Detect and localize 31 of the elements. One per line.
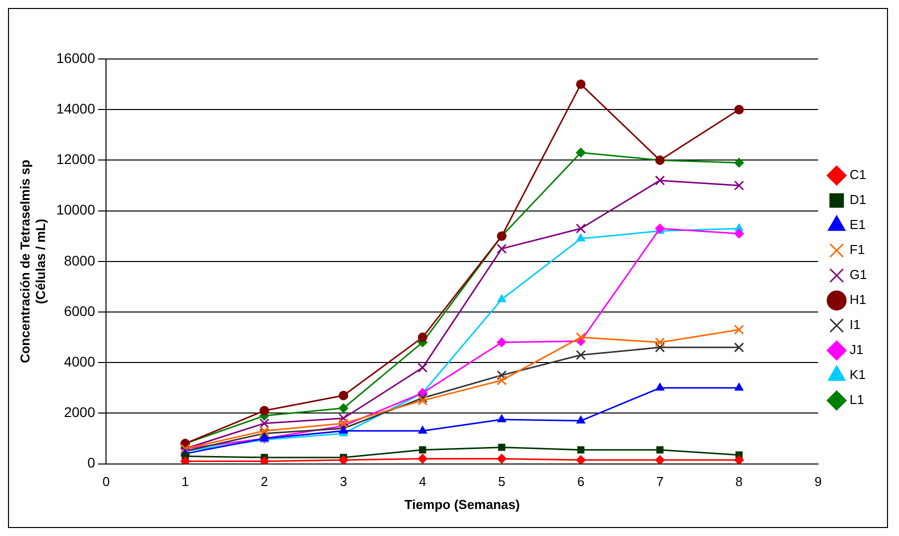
legend-label: L1	[850, 392, 864, 408]
y-tick-label: 4000	[64, 353, 96, 370]
x-tick-label: 9	[814, 474, 822, 490]
legend-label: G1	[850, 267, 867, 282]
y-tick-label: 12000	[56, 151, 96, 168]
y-tick-label: 8000	[64, 252, 96, 268]
y-tick-label: 16000	[56, 50, 96, 66]
legend-label: H1	[850, 292, 866, 308]
legend-label: J1	[850, 342, 864, 358]
x-tick-label: 5	[498, 474, 506, 490]
legend-label: C1	[850, 167, 866, 182]
y-tick-label: 0	[87, 454, 96, 471]
x-tick-label: 0	[102, 474, 110, 490]
legend-label: I1	[850, 317, 860, 332]
legend-label: D1	[850, 192, 866, 208]
legend-label: K1	[850, 367, 866, 382]
x-tick-label: 7	[656, 474, 664, 490]
y-tick-label: 10000	[56, 202, 96, 218]
x-tick-label: 1	[182, 474, 189, 490]
y-tick-label: 6000	[64, 302, 96, 319]
y-tick-label: 2000	[64, 404, 96, 420]
legend-label: F1	[850, 242, 865, 258]
x-tick-label: 2	[260, 474, 268, 490]
y-axis-title: Concentración de Tetraselmis sp (Células / mL)	[17, 160, 48, 364]
x-tick-label: 6	[577, 474, 584, 490]
legend-label: E1	[850, 217, 866, 232]
x-axis-title: Tiempo (Semanas)	[404, 496, 520, 512]
x-tick-label: 8	[735, 474, 743, 490]
x-tick-label: 4	[418, 474, 426, 490]
y-tick-label: 14000	[56, 100, 96, 116]
x-tick-label: 3	[340, 474, 348, 490]
